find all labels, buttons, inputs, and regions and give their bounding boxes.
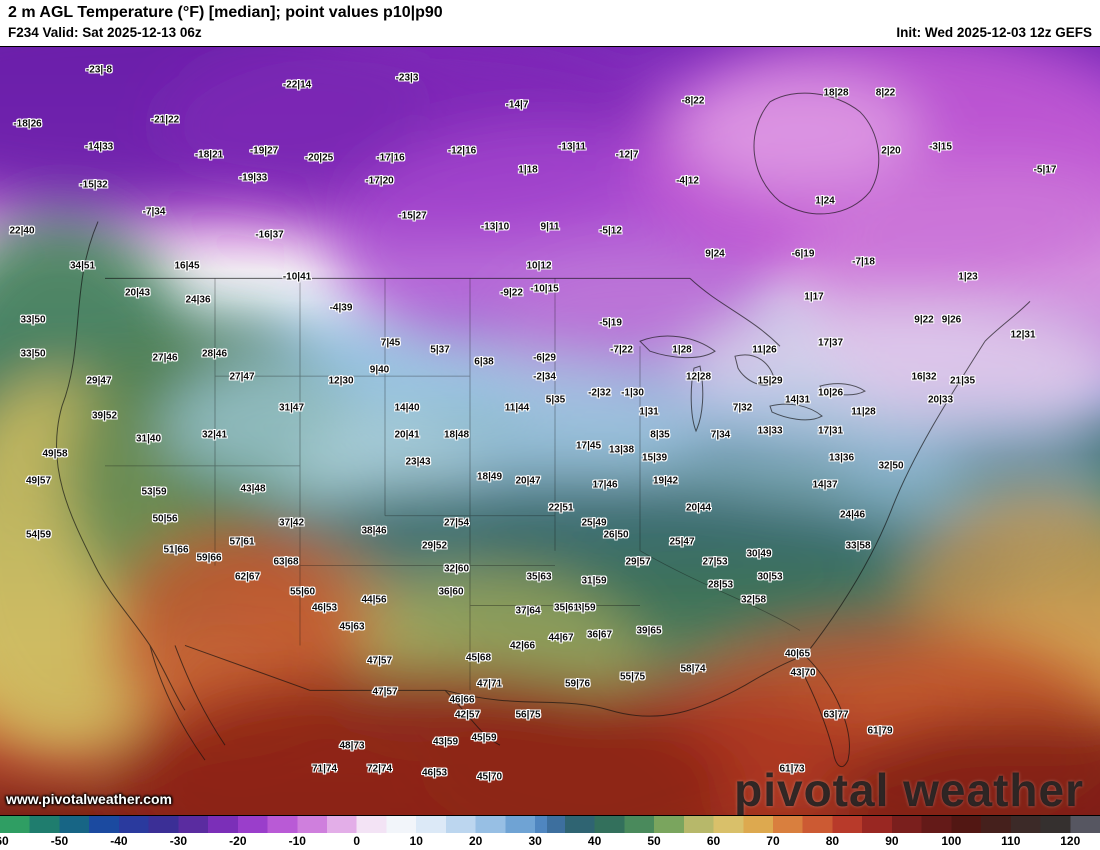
header: 2 m AGL Temperature (°F) [median]; point… bbox=[0, 0, 1100, 46]
page-title: 2 m AGL Temperature (°F) [median]; point… bbox=[8, 4, 443, 21]
colorbar-tick: 60 bbox=[706, 834, 721, 848]
forecast-meta-row: F234 Valid: Sat 2025-12-13 06z Init: Wed… bbox=[8, 25, 1092, 40]
temperature-map: -23|-8 -22|14 -23|3 -18|26 -21|22 -14|7 -8|22 1… bbox=[0, 46, 1100, 816]
temperature-field-svg bbox=[0, 47, 1100, 815]
valid-time-label: F234 Valid: Sat 2025-12-13 06z bbox=[8, 25, 202, 40]
colorbar-tick: 70 bbox=[766, 834, 780, 848]
colorbar-tick-labels: -60 -50 -40 -30 -20 -10 0 10 20 30 40 50 60 70 80 90 100… bbox=[0, 833, 1100, 850]
colorbar-tick: 50 bbox=[647, 834, 661, 848]
temperature-regions bbox=[0, 47, 1100, 815]
pivotal-weather-logo: pivotal weather bbox=[734, 764, 1084, 816]
colorbar-tick: -50 bbox=[50, 834, 69, 848]
colorbar-tick: 30 bbox=[528, 834, 542, 848]
colorbar-tick: 80 bbox=[825, 834, 840, 848]
colorbar-tick: 20 bbox=[468, 834, 483, 848]
colorbar-tick: 120 bbox=[1060, 834, 1081, 848]
colorbar-tick: -30 bbox=[169, 834, 188, 848]
colorbar-tick: 40 bbox=[587, 834, 602, 848]
colorbar-tick: 10 bbox=[409, 834, 423, 848]
state-borders bbox=[105, 278, 801, 691]
colorbar-tick: 110 bbox=[1001, 834, 1021, 848]
colorbar-tick: -40 bbox=[110, 834, 128, 848]
temperature-colorbar bbox=[0, 816, 1100, 833]
init-time-label: Init: Wed 2025-12-03 12z GEFS bbox=[896, 25, 1092, 40]
colorbar-tick: 90 bbox=[885, 834, 899, 848]
watermark-url: www.pivotalweather.com bbox=[6, 791, 172, 807]
colorbar-tick: -20 bbox=[229, 834, 247, 848]
coastline-borders bbox=[55, 92, 1031, 768]
colorbar-tick: 100 bbox=[941, 834, 962, 848]
colorbar-tick: -60 bbox=[0, 834, 9, 848]
colorbar-tick: 0 bbox=[353, 834, 361, 848]
colorbar-tick: -10 bbox=[288, 834, 306, 848]
